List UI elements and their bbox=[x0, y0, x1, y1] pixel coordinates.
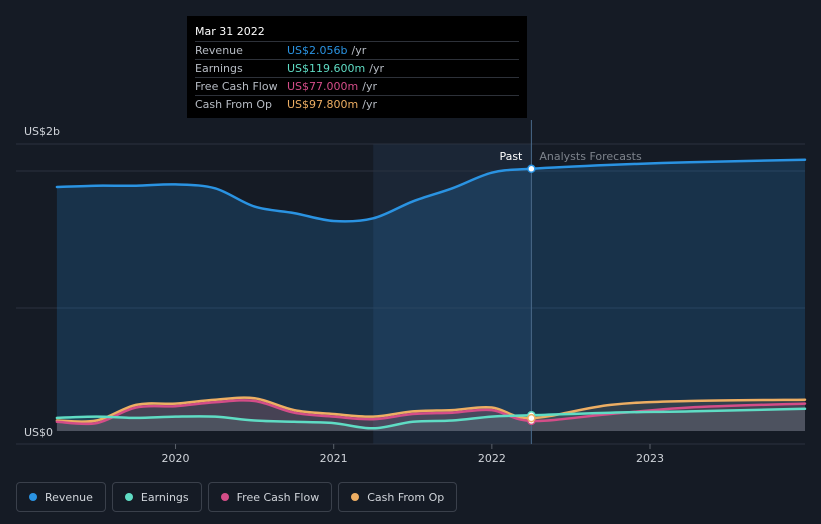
tooltip: Mar 31 2022 Revenue US$2.056b /yr Earnin… bbox=[187, 16, 527, 118]
tooltip-label: Free Cash Flow bbox=[195, 80, 278, 93]
point-cash_from_op bbox=[527, 413, 536, 423]
line-free_cash_flow bbox=[55, 399, 807, 426]
line-earnings bbox=[55, 407, 807, 430]
x-tick-label: 2020 bbox=[162, 452, 190, 465]
tooltip-unit: /yr bbox=[362, 80, 377, 93]
legend-item-free-cash-flow[interactable]: Free Cash Flow bbox=[207, 482, 333, 512]
y-tick-label: US$2b bbox=[24, 125, 60, 138]
past-label: Past bbox=[499, 150, 523, 163]
area-free_cash_flow bbox=[56, 400, 805, 431]
legend-dot-icon bbox=[124, 493, 133, 501]
point-revenue bbox=[527, 164, 536, 174]
tooltip-row-cash-from-op: Cash From Op US$97.800m /yr bbox=[195, 95, 519, 113]
tooltip-value: US$119.600m bbox=[287, 62, 366, 75]
x-tick-label: 2023 bbox=[636, 452, 664, 465]
legend-label: Earnings bbox=[140, 490, 189, 504]
tooltip-label: Revenue bbox=[195, 44, 243, 57]
legend-dot-icon bbox=[351, 493, 360, 501]
tooltip-row-free-cash-flow: Free Cash Flow US$77.000m /yr bbox=[195, 77, 519, 95]
tooltip-row-earnings: Earnings US$119.600m /yr bbox=[195, 59, 519, 77]
x-tick-label: 2021 bbox=[320, 452, 348, 465]
forecast-label: Analysts Forecasts bbox=[539, 150, 642, 163]
tooltip-value: US$77.000m bbox=[287, 80, 359, 93]
gridlines bbox=[16, 143, 805, 445]
tooltip-unit: /yr bbox=[362, 98, 377, 111]
line-revenue bbox=[55, 158, 807, 223]
x-axis: 2020 2021 2022 2023 bbox=[162, 444, 664, 465]
tooltip-row-revenue: Revenue US$2.056b /yr bbox=[195, 41, 519, 59]
legend-label: Free Cash Flow bbox=[236, 490, 320, 504]
tooltip-date: Mar 31 2022 bbox=[195, 25, 265, 38]
legend-item-revenue[interactable]: Revenue bbox=[16, 482, 106, 512]
y-axis: US$2b US$0 bbox=[24, 125, 60, 439]
legend: Revenue Earnings Free Cash Flow Cash Fro… bbox=[16, 482, 463, 512]
tooltip-label: Earnings bbox=[195, 62, 243, 75]
highlight-points bbox=[527, 164, 536, 426]
series-areas bbox=[56, 159, 805, 431]
series-lines bbox=[55, 158, 807, 430]
highlight-band bbox=[373, 144, 532, 444]
tooltip-unit: /yr bbox=[369, 62, 384, 75]
y-tick-label: US$0 bbox=[24, 426, 53, 439]
legend-item-earnings[interactable]: Earnings bbox=[111, 482, 202, 512]
legend-dot-icon bbox=[29, 493, 37, 501]
tooltip-unit: /yr bbox=[351, 44, 367, 57]
line-cash_from_op bbox=[55, 396, 807, 423]
legend-label: Revenue bbox=[45, 490, 93, 504]
x-tick-label: 2022 bbox=[478, 452, 506, 465]
legend-dot-icon bbox=[220, 493, 229, 501]
tooltip-label: Cash From Op bbox=[195, 98, 273, 111]
legend-label: Cash From Op bbox=[367, 490, 445, 504]
legend-item-cash-from-op[interactable]: Cash From Op bbox=[338, 482, 458, 512]
tooltip-value: US$97.800m bbox=[287, 98, 359, 111]
tooltip-value: US$2.056b bbox=[287, 44, 348, 57]
area-revenue bbox=[56, 159, 805, 431]
